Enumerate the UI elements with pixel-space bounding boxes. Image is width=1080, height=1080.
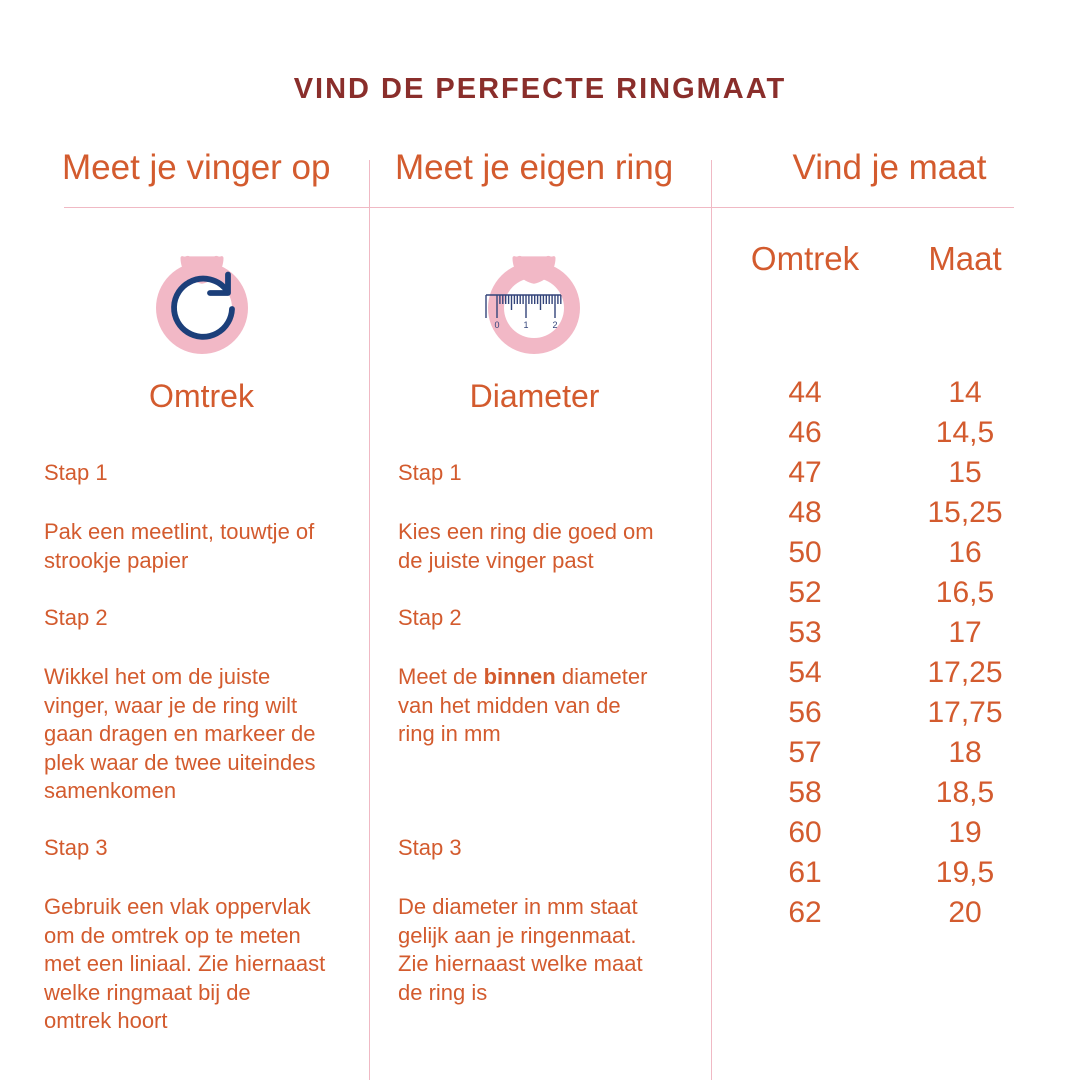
- svg-text:1: 1: [523, 320, 528, 330]
- svg-text:0: 0: [494, 320, 499, 330]
- svg-text:2: 2: [552, 320, 557, 330]
